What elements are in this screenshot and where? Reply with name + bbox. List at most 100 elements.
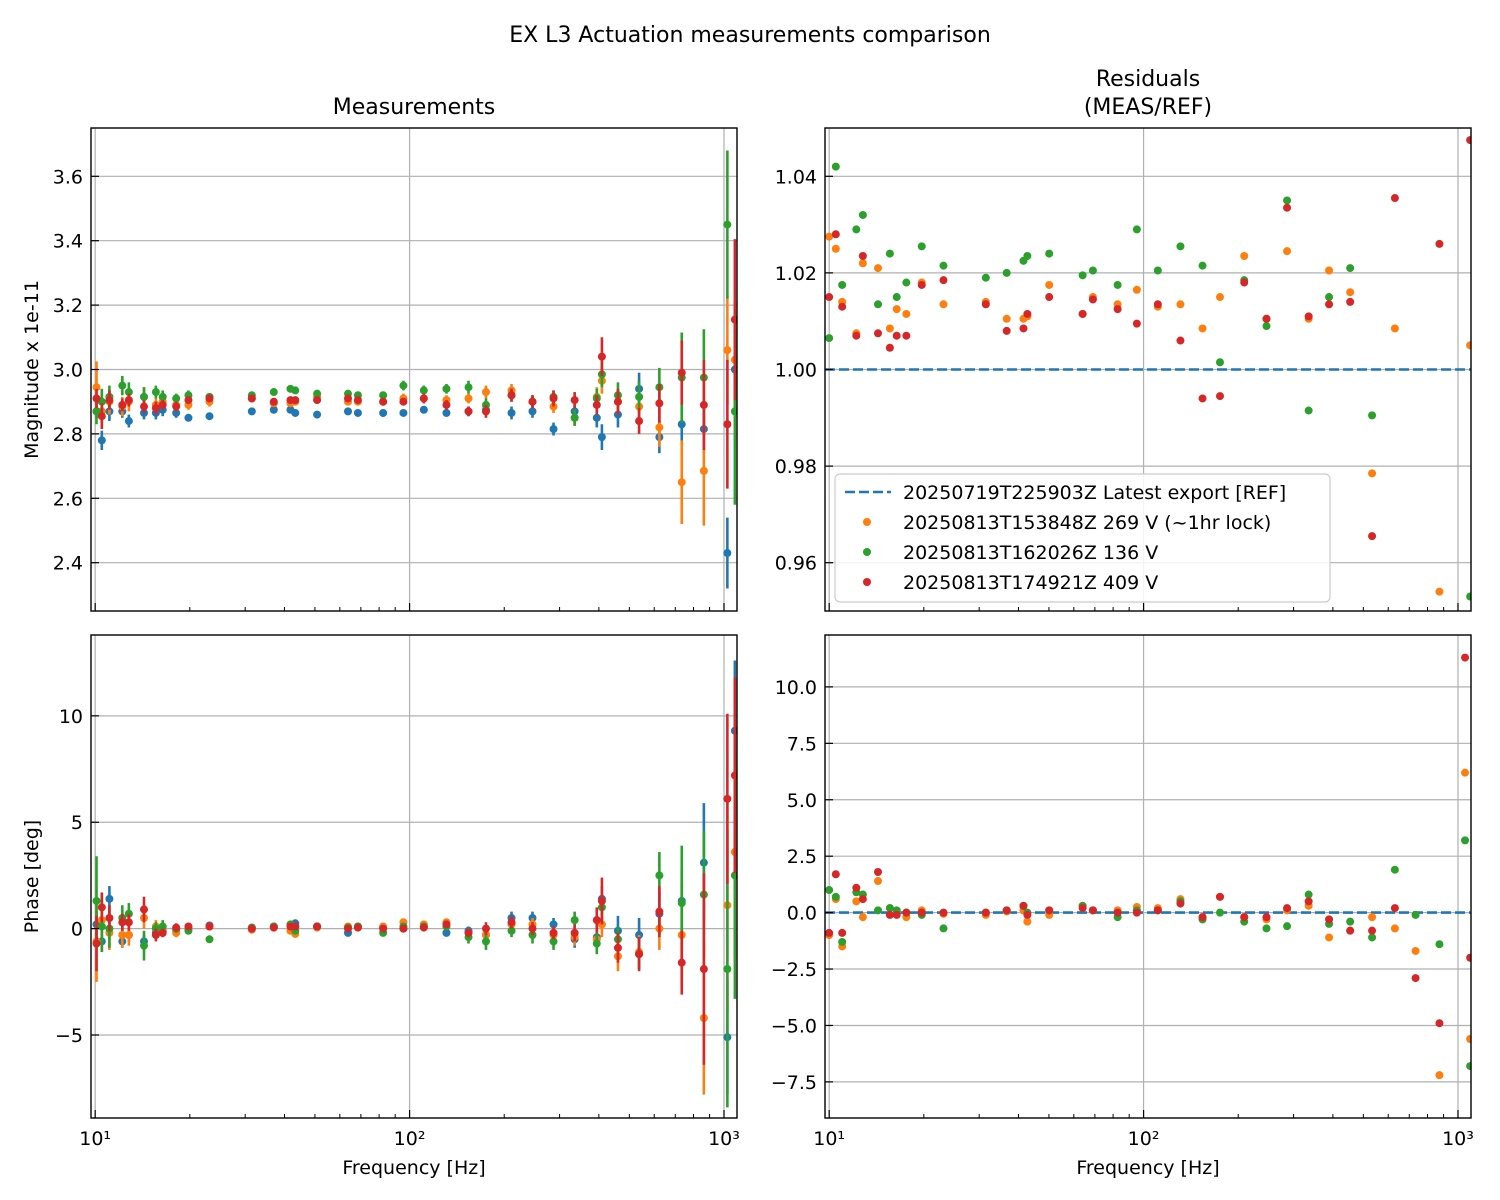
- y-tick-label: 0.96: [775, 553, 817, 575]
- data-point: [105, 913, 114, 922]
- data-point: [885, 904, 894, 913]
- data-point: [1045, 293, 1054, 302]
- data-point: [655, 871, 664, 880]
- data-point: [570, 396, 579, 405]
- data-point: [939, 908, 948, 917]
- data-point: [172, 394, 181, 403]
- y-tick-label: 0.0: [787, 903, 817, 925]
- data-point: [892, 910, 901, 919]
- series-orange: [92, 295, 737, 526]
- data-point: [1240, 251, 1249, 260]
- data-point: [1088, 906, 1097, 915]
- data-point: [1368, 411, 1377, 420]
- data-point: [677, 899, 686, 908]
- data-point: [442, 928, 451, 937]
- plot-area: [92, 150, 737, 589]
- data-point: [124, 931, 133, 940]
- series-red: [92, 239, 737, 489]
- data-point: [1176, 336, 1185, 345]
- x-axis-label: Frequency [Hz]: [342, 1157, 485, 1179]
- data-point: [528, 407, 537, 416]
- data-point: [1435, 1071, 1444, 1080]
- data-point: [399, 408, 408, 417]
- data-point: [981, 908, 990, 917]
- data-point: [1176, 300, 1185, 309]
- data-point: [852, 225, 861, 234]
- data-point: [1002, 906, 1011, 915]
- data-point: [635, 417, 644, 426]
- data-point: [379, 391, 388, 400]
- data-point: [1019, 324, 1028, 333]
- data-point: [151, 931, 160, 940]
- y-axis-label: Magnitude x 1e-11: [21, 280, 43, 459]
- data-point: [1153, 266, 1162, 275]
- data-point: [1023, 910, 1032, 919]
- y-tick-label: 2.5: [787, 846, 817, 868]
- data-point: [1153, 300, 1162, 309]
- data-point: [549, 928, 558, 937]
- data-point: [1045, 280, 1054, 289]
- data-point: [97, 903, 106, 912]
- data-point: [902, 278, 911, 287]
- data-point: [885, 343, 894, 352]
- data-point: [313, 389, 322, 398]
- data-point: [1132, 908, 1141, 917]
- data-point: [1461, 836, 1470, 845]
- data-point: [205, 412, 214, 421]
- data-point: [939, 276, 948, 285]
- y-tick-label: 7.5: [787, 733, 817, 755]
- data-point: [442, 920, 451, 929]
- data-point: [291, 922, 300, 931]
- figure-title: EX L3 Actuation measurements comparison: [509, 23, 991, 48]
- x-axis-label: Frequency [Hz]: [1076, 1157, 1219, 1179]
- data-point: [873, 300, 882, 309]
- y-tick-label: 3.0: [53, 360, 83, 382]
- data-point: [1325, 266, 1334, 275]
- data-point: [464, 407, 473, 416]
- data-point: [939, 300, 948, 309]
- data-point: [507, 926, 516, 935]
- data-point: [158, 922, 167, 931]
- data-point: [655, 423, 664, 432]
- data-point: [1390, 904, 1399, 913]
- legend-label: 20250813T162026Z 136 V: [903, 542, 1158, 564]
- data-point: [873, 867, 882, 876]
- data-point: [172, 408, 181, 417]
- data-point: [597, 433, 606, 442]
- grid: [91, 635, 737, 1118]
- data-point: [481, 924, 490, 933]
- data-point: [1466, 1062, 1471, 1071]
- data-point: [570, 413, 579, 422]
- panel-title: Measurements: [333, 95, 496, 120]
- series-red: [825, 653, 1471, 1028]
- data-point: [1198, 913, 1207, 922]
- data-point: [1346, 297, 1355, 306]
- data-point: [1019, 901, 1028, 910]
- data-point: [1435, 1019, 1444, 1028]
- data-point: [481, 937, 490, 946]
- x-tick-label: 10¹: [79, 1128, 111, 1150]
- data-point: [1466, 592, 1471, 601]
- data-point: [481, 407, 490, 416]
- y-tick-label: 5.0: [787, 790, 817, 812]
- data-point: [343, 394, 352, 403]
- data-point: [172, 923, 181, 932]
- data-point: [635, 950, 644, 959]
- data-point: [831, 162, 840, 171]
- data-point: [1023, 251, 1032, 260]
- data-point: [570, 928, 579, 937]
- series-red: [825, 136, 1471, 541]
- data-point: [902, 331, 911, 340]
- data-point: [184, 413, 193, 422]
- data-point: [613, 397, 622, 406]
- data-point: [1390, 324, 1399, 333]
- data-point: [97, 922, 106, 931]
- data-point: [1283, 196, 1292, 205]
- data-point: [528, 924, 537, 933]
- data-point: [723, 549, 732, 558]
- legend: 20250719T225903Z Latest export [REF] 2025…: [834, 473, 1331, 603]
- data-point: [831, 892, 840, 901]
- x-tick-label: 10³: [708, 1128, 740, 1150]
- data-point: [291, 396, 300, 405]
- data-point: [1132, 285, 1141, 294]
